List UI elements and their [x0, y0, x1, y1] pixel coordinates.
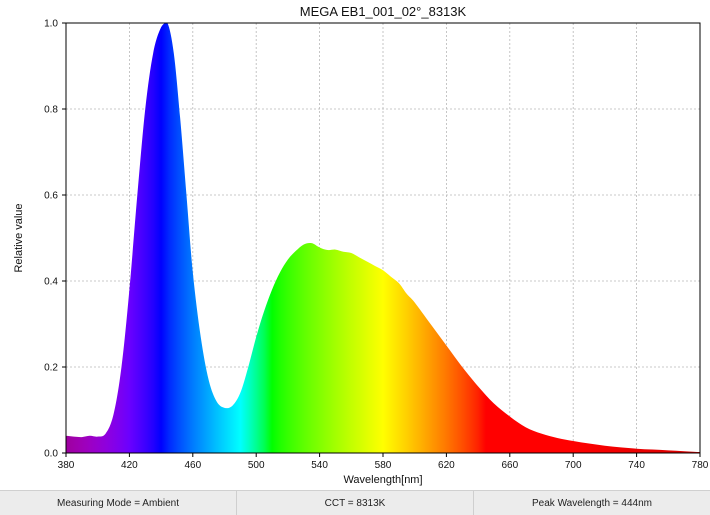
x-tick-label: 460 [184, 460, 201, 471]
cct-status: CCT = 8313K [237, 491, 474, 515]
y-axis-ticks: 0.0 0.2 0.4 0.6 0.8 1.0 [44, 19, 66, 460]
status-bar: Measuring Mode = Ambient CCT = 8313K Pea… [0, 490, 710, 515]
y-axis-label: Relative value [13, 203, 25, 272]
y-tick-label: 1.0 [44, 19, 58, 30]
x-tick-label: 620 [438, 460, 455, 471]
y-tick-label: 0.0 [44, 449, 58, 460]
x-tick-label: 700 [565, 460, 582, 471]
x-tick-label: 540 [311, 460, 328, 471]
x-tick-label: 380 [58, 460, 75, 471]
x-tick-label: 500 [248, 460, 265, 471]
x-tick-label: 780 [692, 460, 709, 471]
peak-wavelength-status: Peak Wavelength = 444nm [532, 497, 652, 509]
y-tick-label: 0.4 [44, 277, 58, 288]
spectrum-area [66, 23, 700, 453]
spectrum-chart: MEGA EB1_001_02°_8313K 380 420 460 500 540 58… [13, 4, 709, 486]
x-axis-label: Wavelength[nm] [343, 474, 422, 486]
y-tick-label: 0.2 [44, 363, 58, 374]
chart-title: MEGA EB1_001_02°_8313K [300, 4, 467, 19]
x-tick-label: 420 [121, 460, 138, 471]
y-tick-label: 0.8 [44, 105, 58, 116]
measuring-mode-status: Measuring Mode = Ambient [0, 491, 237, 515]
y-tick-label: 0.6 [44, 191, 58, 202]
chart-svg: MEGA EB1_001_02°_8313K 380 420 460 500 540 58… [13, 4, 709, 486]
x-tick-label: 740 [628, 460, 645, 471]
x-axis-ticks: 380 420 460 500 540 580 620 660 700 740 780 [58, 453, 709, 471]
x-tick-label: 660 [501, 460, 518, 471]
x-tick-label: 580 [375, 460, 392, 471]
